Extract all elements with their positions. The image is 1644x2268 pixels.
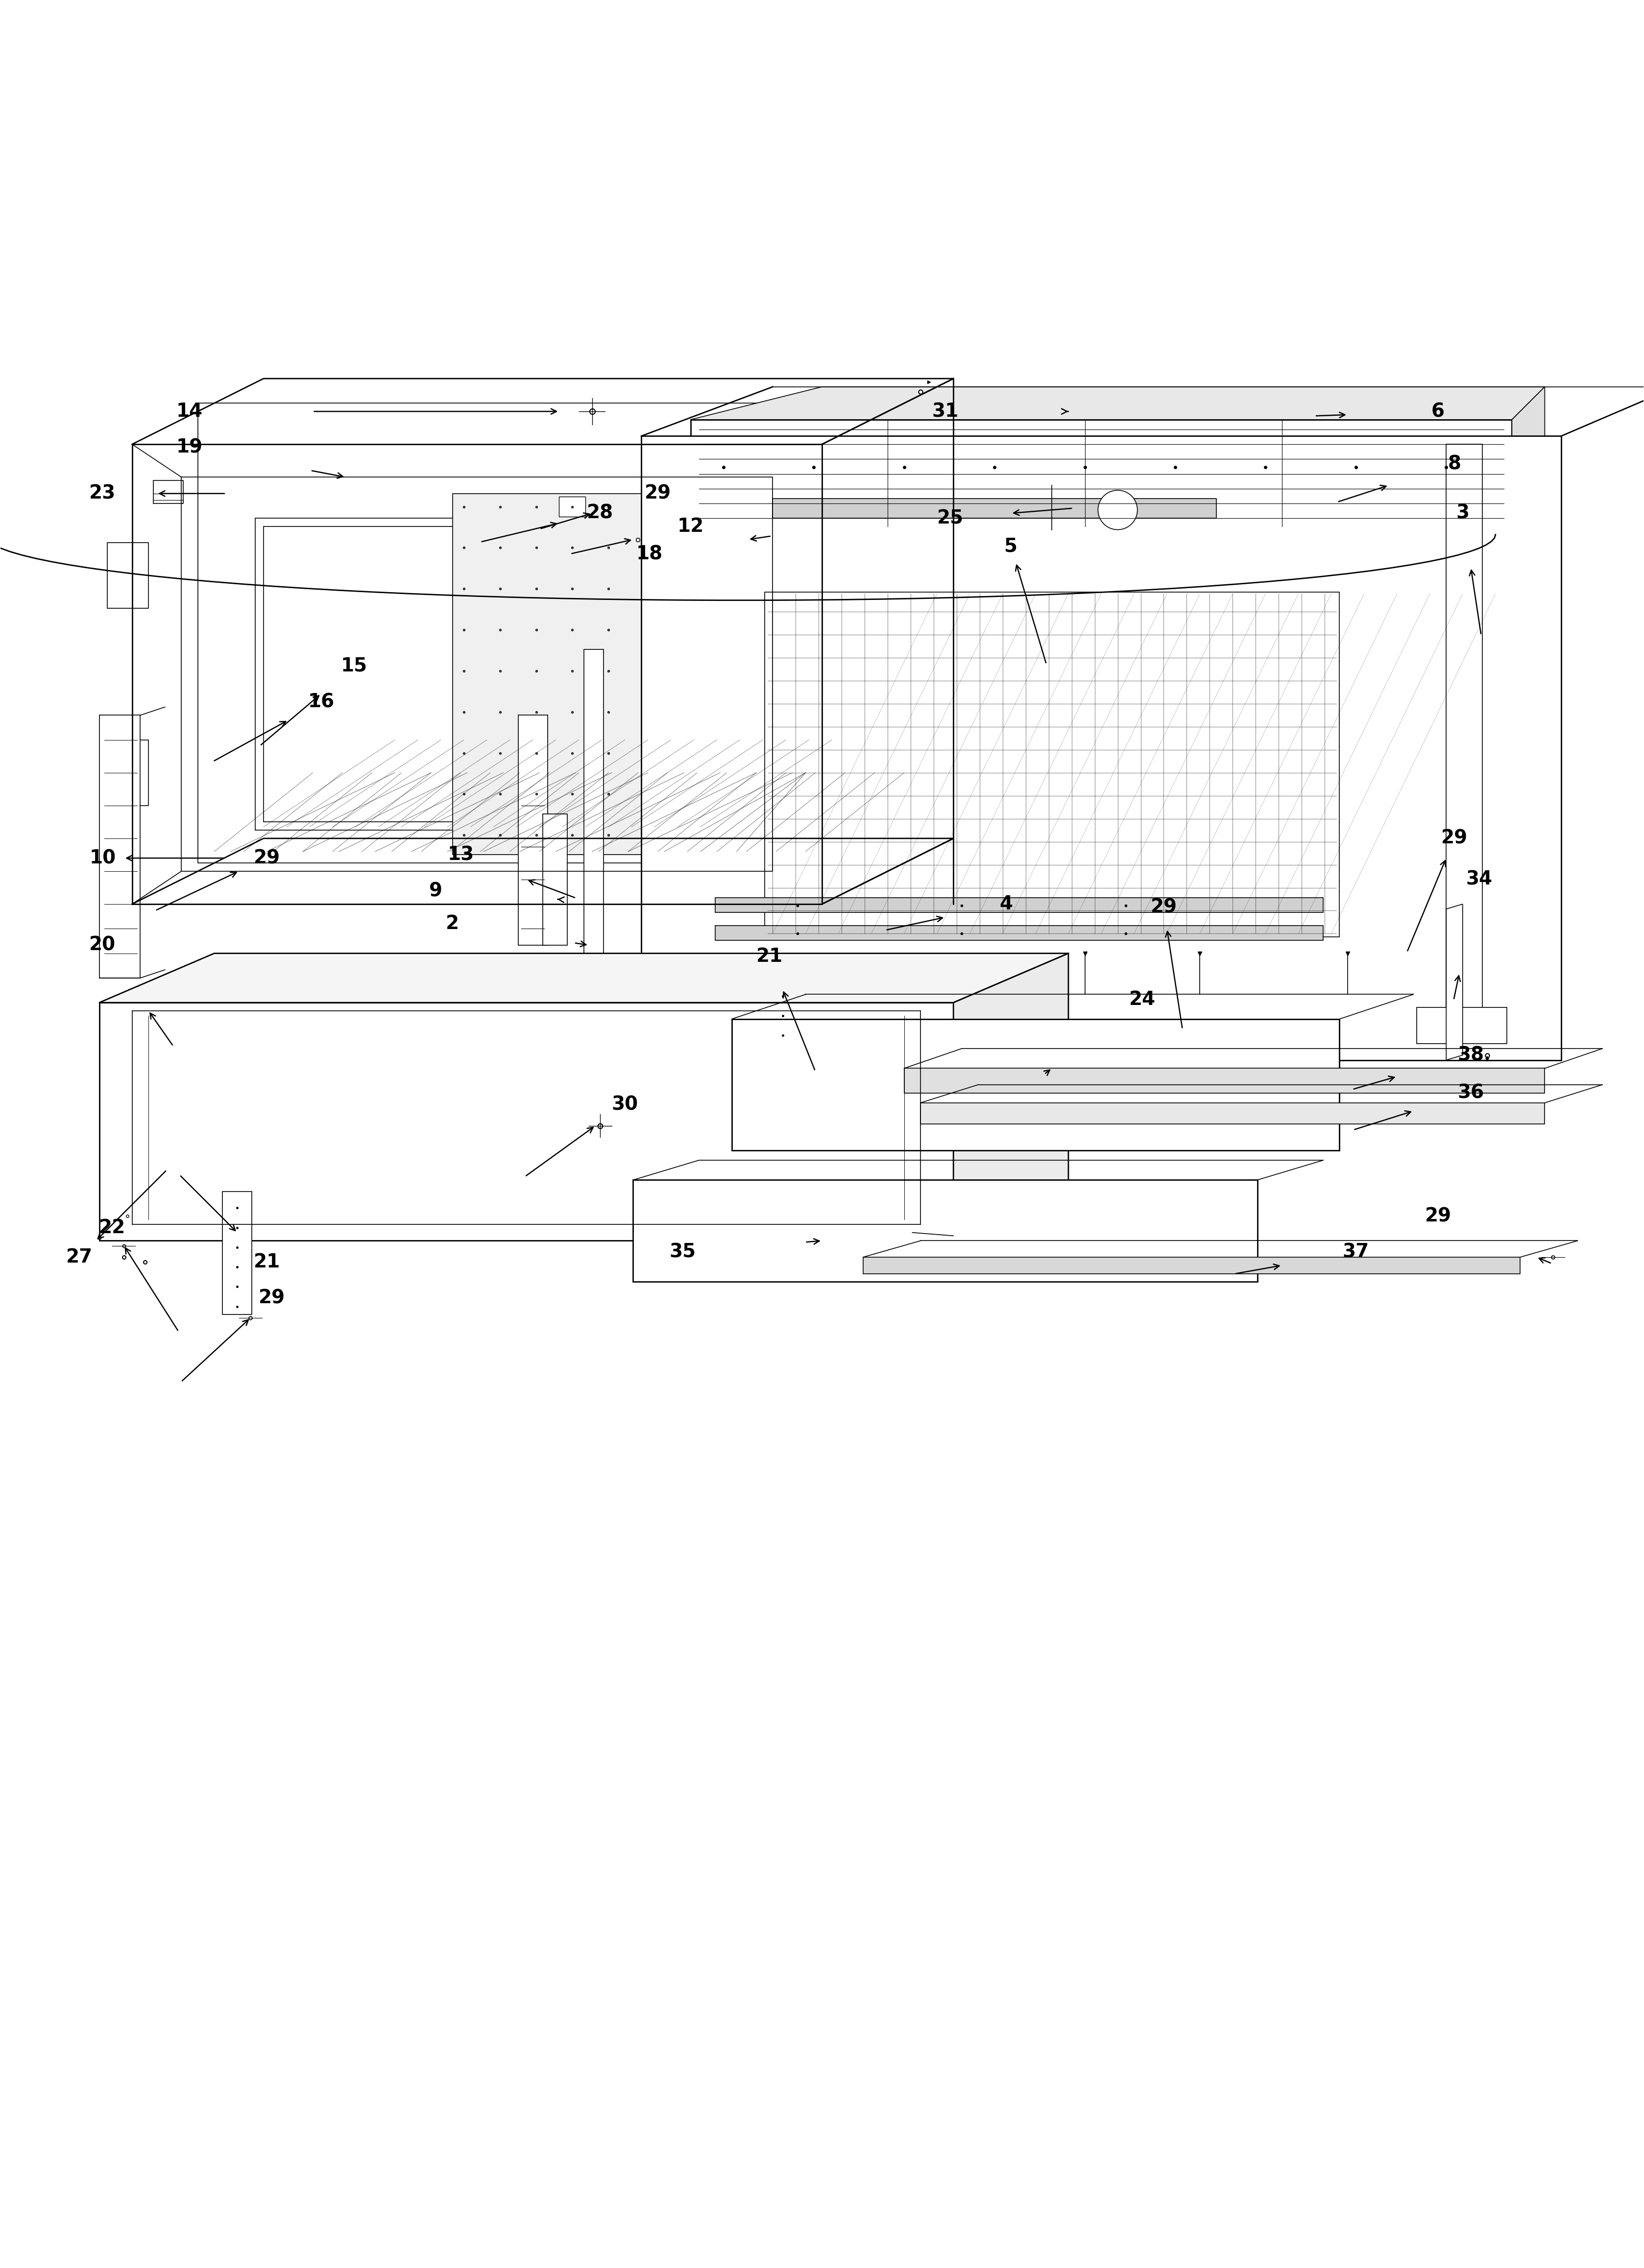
- Bar: [633, 1179, 1258, 1281]
- Text: 14: 14: [176, 401, 202, 422]
- Text: 5: 5: [1004, 538, 1018, 556]
- Text: 19: 19: [176, 438, 202, 456]
- Text: 30: 30: [612, 1095, 638, 1114]
- Bar: [99, 1002, 954, 1241]
- Bar: [773, 499, 1217, 517]
- Bar: [559, 497, 585, 517]
- Polygon shape: [954, 953, 1069, 1241]
- Text: 4: 4: [1000, 896, 1013, 914]
- Bar: [107, 739, 148, 805]
- Text: 10: 10: [89, 848, 115, 866]
- Bar: [99, 714, 140, 978]
- Text: 36: 36: [1458, 1084, 1485, 1102]
- Bar: [715, 898, 1323, 912]
- Bar: [255, 517, 715, 830]
- Text: 28: 28: [587, 503, 613, 522]
- Bar: [764, 592, 1340, 937]
- Bar: [715, 925, 1323, 941]
- Text: 31: 31: [932, 401, 958, 422]
- Bar: [863, 1256, 1521, 1275]
- Circle shape: [1098, 490, 1138, 531]
- Text: 23: 23: [89, 485, 115, 503]
- Text: 22: 22: [99, 1218, 125, 1236]
- Text: 38: 38: [1458, 1046, 1485, 1064]
- Text: 9: 9: [429, 882, 442, 900]
- Polygon shape: [1512, 388, 1545, 526]
- Text: 15: 15: [340, 658, 367, 676]
- Text: 35: 35: [669, 1243, 695, 1261]
- Bar: [263, 526, 699, 821]
- Bar: [921, 1102, 1545, 1125]
- Bar: [641, 435, 1562, 1059]
- Bar: [1447, 445, 1483, 1018]
- Bar: [197, 404, 888, 864]
- Bar: [222, 1191, 252, 1315]
- Text: 29: 29: [1151, 898, 1177, 916]
- Text: 3: 3: [1457, 503, 1470, 522]
- Text: 29: 29: [253, 848, 279, 866]
- Bar: [452, 494, 649, 855]
- Text: 2: 2: [446, 914, 459, 932]
- Text: 27: 27: [66, 1247, 92, 1266]
- Text: 20: 20: [89, 937, 115, 955]
- Text: 34: 34: [1466, 871, 1493, 889]
- Bar: [153, 481, 182, 503]
- Text: 18: 18: [636, 544, 663, 565]
- Polygon shape: [690, 388, 1545, 420]
- Text: 37: 37: [1343, 1243, 1369, 1261]
- Bar: [1417, 1007, 1508, 1043]
- Text: 21: 21: [253, 1252, 279, 1272]
- Text: 8: 8: [1448, 454, 1462, 474]
- Bar: [904, 1068, 1545, 1093]
- Text: 6: 6: [1432, 401, 1445, 422]
- Polygon shape: [1447, 905, 1463, 1059]
- Bar: [769, 953, 796, 1043]
- Bar: [690, 420, 1512, 526]
- Bar: [732, 1018, 1340, 1150]
- Text: 24: 24: [1129, 991, 1156, 1009]
- Text: 29: 29: [644, 485, 671, 503]
- Bar: [107, 542, 148, 608]
- Text: 21: 21: [756, 948, 783, 966]
- Text: 13: 13: [447, 846, 473, 864]
- Bar: [518, 714, 547, 946]
- Text: 16: 16: [307, 692, 334, 712]
- Bar: [543, 814, 567, 946]
- Text: 29: 29: [1425, 1207, 1452, 1225]
- Bar: [584, 649, 603, 1059]
- Text: 25: 25: [937, 508, 963, 528]
- Text: 29: 29: [258, 1288, 284, 1309]
- Text: 29: 29: [1442, 830, 1468, 848]
- Polygon shape: [99, 953, 1069, 1002]
- Text: 12: 12: [677, 517, 704, 535]
